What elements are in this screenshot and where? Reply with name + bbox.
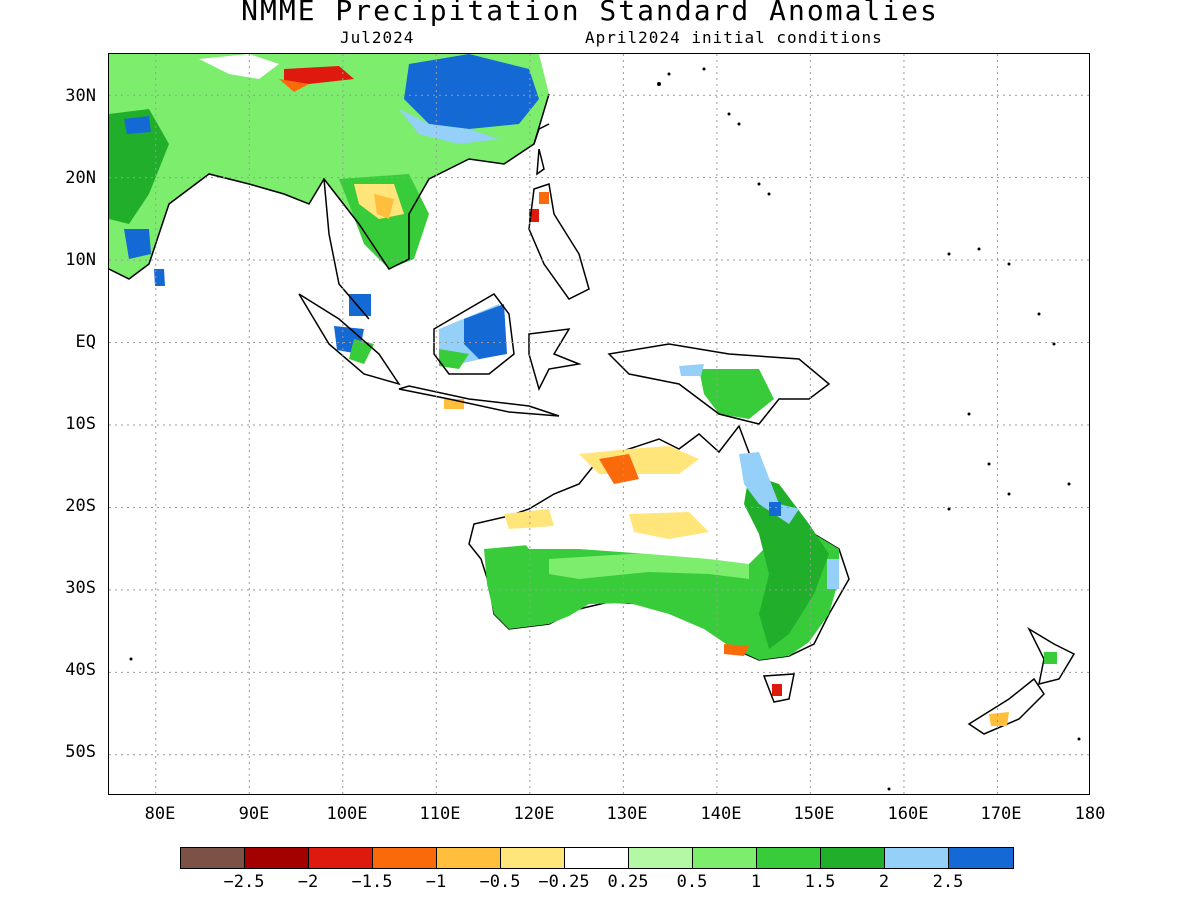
colorbar-swatch — [629, 848, 693, 868]
philippines-orange — [539, 192, 549, 204]
tibet-orange-region — [279, 79, 309, 92]
java-coast — [398, 385, 560, 417]
lon-label-120e: 120E — [513, 804, 555, 824]
anomaly-map — [109, 54, 1089, 794]
lon-label-110e: 110E — [419, 804, 461, 824]
colorbar-label: 0.5 — [676, 872, 708, 892]
malay-peninsula-coast — [323, 178, 370, 320]
colorbar-swatch — [949, 848, 1013, 868]
colorbar-swatch — [245, 848, 309, 868]
colorbar-swatch — [565, 848, 629, 868]
australia-orange-north — [599, 454, 639, 484]
pacific-islands — [129, 67, 1081, 791]
lon-label-130e: 130E — [606, 804, 648, 824]
lon-label-80e: 80E — [144, 804, 176, 824]
colorbar-swatch — [373, 848, 437, 868]
tibet-red-region — [284, 66, 354, 84]
colorbar-label: −0.25 — [538, 872, 590, 892]
borneo-green — [439, 349, 469, 369]
srilanka-blue — [154, 269, 165, 286]
lat-label-eq: EQ — [75, 332, 96, 352]
colorbar-swatch — [309, 848, 373, 868]
gridlines — [109, 54, 1089, 794]
colorbar-label: −2 — [297, 872, 319, 892]
lat-label-10s: 10S — [65, 414, 96, 434]
tasmania-red — [772, 684, 782, 696]
colorbar-swatch — [501, 848, 565, 868]
png-coast — [607, 343, 831, 425]
lon-label-100e: 100E — [326, 804, 368, 824]
lon-label-90e: 90E — [238, 804, 270, 824]
himalaya-white-region — [199, 54, 279, 79]
india-blue-patch — [124, 116, 151, 134]
colorbar-label: −0.5 — [479, 872, 521, 892]
colorbar-swatch — [885, 848, 949, 868]
lon-label-170e: 170E — [980, 804, 1022, 824]
asia-coastline — [109, 93, 550, 280]
colorbar-swatch — [757, 848, 821, 868]
lat-label-30s: 30S — [65, 578, 96, 598]
india-darkgreen — [109, 109, 169, 224]
colorbar-label: −1 — [425, 872, 447, 892]
lat-label-20n: 20N — [65, 168, 96, 188]
colorbar-label: 1.5 — [804, 872, 836, 892]
borneo-coast — [433, 293, 515, 375]
lon-label-150e: 150E — [793, 804, 835, 824]
map-plot-area — [108, 53, 1090, 795]
china-blue-region — [404, 54, 539, 129]
japan-taiwan-coast — [533, 123, 550, 176]
colorbar — [180, 847, 1014, 869]
lat-label-30n: 30N — [65, 86, 96, 106]
lon-label-140e: 140E — [700, 804, 742, 824]
indochina-orange — [374, 194, 394, 219]
png-green — [699, 369, 774, 419]
australia-blue-east — [769, 502, 781, 516]
lat-label-20s: 20S — [65, 496, 96, 516]
australia-white-center — [509, 504, 769, 564]
lon-label-180: 180 — [1074, 804, 1106, 824]
png-blue — [679, 364, 704, 376]
borneo-blue — [464, 304, 507, 359]
colorbar-label: 1 — [750, 872, 762, 892]
sumatra-green — [349, 339, 374, 364]
australia-yellow-mid — [504, 509, 554, 529]
australia-blue-coast — [827, 559, 839, 589]
initial-conditions: April2024 initial conditions — [585, 28, 883, 47]
india-blue-patch-south — [124, 229, 151, 259]
malay-blue — [349, 294, 371, 316]
nz-south-island — [967, 677, 1045, 735]
sulawesi-coast — [528, 328, 582, 392]
lat-label-10n: 10N — [65, 250, 96, 270]
sumatra-coast — [298, 293, 401, 386]
lon-label-160e: 160E — [887, 804, 929, 824]
australia-lightblue-east — [739, 452, 799, 524]
colorbar-label: 0.25 — [607, 872, 649, 892]
china-lightblue-edge — [399, 109, 499, 144]
target-month: Jul2024 — [340, 28, 415, 47]
colorbar-swatch — [181, 848, 245, 868]
philippines-coast — [528, 183, 590, 300]
map-title: NMME Precipitation Standard Anomalies — [241, 0, 939, 27]
colorbar-swatch — [693, 848, 757, 868]
colorbar-label: −1.5 — [351, 872, 393, 892]
lat-label-50s: 50S — [65, 742, 96, 762]
australia-yellow-east — [629, 512, 709, 539]
colorbar-label: 2.5 — [932, 872, 964, 892]
lat-label-40s: 40S — [65, 660, 96, 680]
victoria-orange — [724, 644, 749, 656]
colorbar-swatch — [437, 848, 501, 868]
colorbar-label: −2.5 — [223, 872, 265, 892]
colorbar-swatch — [821, 848, 885, 868]
australia-darkgreen-east — [744, 474, 829, 649]
nz-orange — [989, 712, 1009, 726]
nz-green — [1044, 652, 1057, 664]
colorbar-label: 2 — [878, 872, 890, 892]
